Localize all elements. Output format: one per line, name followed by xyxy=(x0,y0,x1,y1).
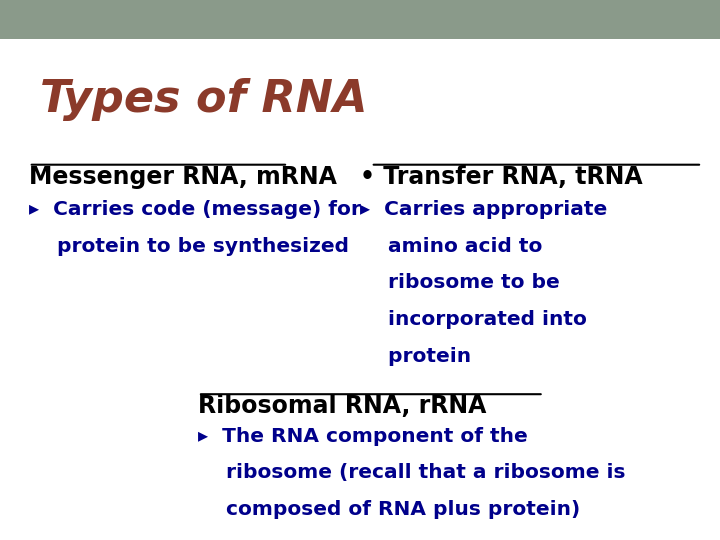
Text: ribosome (recall that a ribosome is: ribosome (recall that a ribosome is xyxy=(198,463,626,482)
Text: protein to be synthesized: protein to be synthesized xyxy=(29,237,348,255)
Text: protein: protein xyxy=(360,347,471,366)
Text: • Transfer RNA, tRNA: • Transfer RNA, tRNA xyxy=(360,165,643,188)
Text: ▸  Carries code (message) for: ▸ Carries code (message) for xyxy=(29,200,361,219)
Text: Messenger RNA, mRNA: Messenger RNA, mRNA xyxy=(29,165,337,188)
Text: ▸  The RNA component of the: ▸ The RNA component of the xyxy=(198,427,528,446)
Text: ribosome to be: ribosome to be xyxy=(360,273,559,292)
Text: composed of RNA plus protein): composed of RNA plus protein) xyxy=(198,500,580,519)
FancyBboxPatch shape xyxy=(0,0,720,39)
Text: amino acid to: amino acid to xyxy=(360,237,542,255)
Text: Ribosomal RNA, rRNA: Ribosomal RNA, rRNA xyxy=(198,394,487,418)
Text: ▸  Carries appropriate: ▸ Carries appropriate xyxy=(360,200,607,219)
Text: incorporated into: incorporated into xyxy=(360,310,587,329)
Text: Types of RNA: Types of RNA xyxy=(40,78,367,122)
